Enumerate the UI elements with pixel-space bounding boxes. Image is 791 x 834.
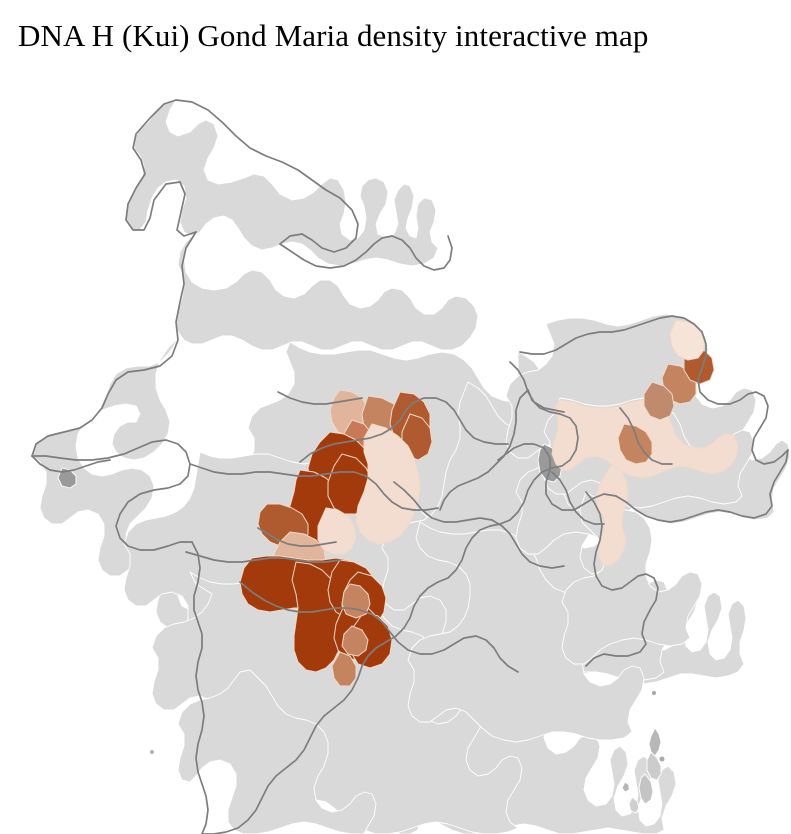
state-border [497, 443, 789, 523]
island-shape [628, 796, 640, 814]
page-title: DNA H (Kui) Gond Maria density interacti… [18, 18, 649, 53]
state-border [175, 99, 359, 253]
state-border [125, 99, 197, 237]
central-india-highlight-layer[interactable] [239, 389, 433, 687]
state-border [31, 231, 197, 457]
island-dot [659, 756, 665, 762]
india-choropleth-map[interactable] [0, 52, 791, 834]
highlight-district-verylow[interactable] [355, 423, 421, 545]
coastline [439, 389, 529, 511]
coastline [31, 439, 193, 551]
district-region[interactable] [175, 231, 479, 351]
state-border [189, 463, 439, 511]
state-border [619, 407, 673, 465]
highlight-district-verylow[interactable] [669, 319, 705, 361]
highlight-district-verylow[interactable] [317, 507, 357, 555]
coastline [191, 541, 209, 834]
state-border [299, 397, 509, 463]
andaman-nicobar-islands[interactable] [150, 691, 665, 834]
district-region[interactable] [125, 99, 439, 267]
highlight-district-low[interactable] [331, 651, 357, 687]
state-boundary-layer [31, 99, 789, 834]
highlight-district-verylow[interactable] [595, 463, 629, 567]
state-border [509, 361, 565, 413]
island-shape [646, 751, 662, 781]
state-border [371, 613, 519, 673]
coastline [201, 389, 579, 834]
highlight-district-medium[interactable] [341, 625, 369, 657]
assam-valley-highlight-layer[interactable] [551, 319, 739, 567]
state-border [551, 471, 605, 525]
state-border [257, 527, 337, 547]
highlight-district-medium[interactable] [643, 381, 675, 421]
state-border [277, 391, 363, 405]
map-svg[interactable] [0, 52, 791, 834]
coastline [31, 455, 111, 473]
district-region[interactable] [151, 571, 523, 834]
district-region[interactable] [177, 669, 377, 834]
island-shape [638, 773, 654, 805]
district-region[interactable] [407, 521, 645, 743]
highlight-district-medium[interactable] [617, 423, 653, 465]
island-shape [621, 781, 630, 793]
district-region[interactable] [561, 491, 703, 665]
state-border [185, 551, 341, 563]
state-border [279, 235, 453, 271]
state-border [393, 481, 565, 569]
island-dot [150, 750, 154, 754]
highlight-district-medium[interactable] [341, 583, 371, 619]
state-border [239, 581, 373, 615]
state-border [585, 491, 659, 667]
island-dot [652, 691, 656, 695]
state-border [519, 315, 789, 465]
